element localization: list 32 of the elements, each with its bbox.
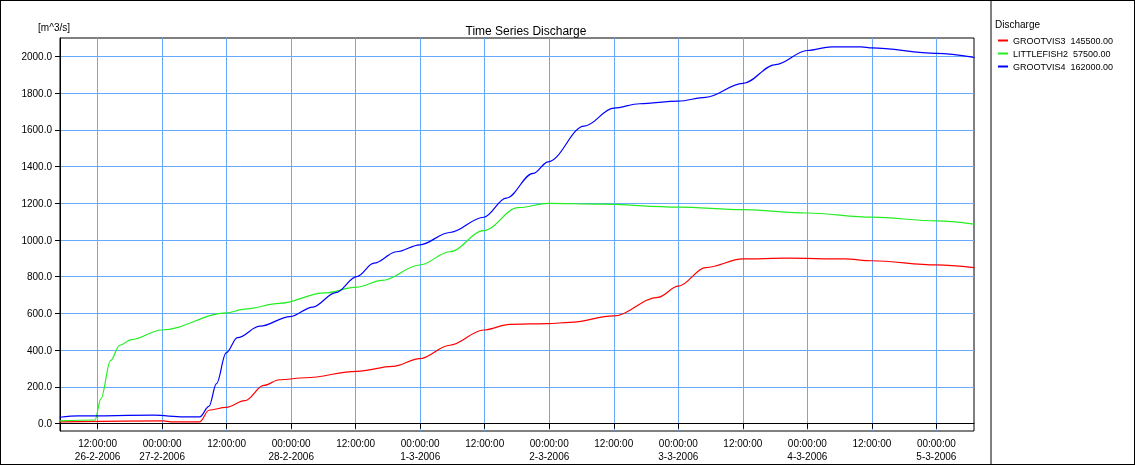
x-tick-label: 00:00:00 28-2-2006 <box>268 438 315 462</box>
x-tick-label: 00:00:00 2-3-2006 <box>529 438 570 462</box>
legend-label: GROOTVIS4 162000.00 <box>1013 61 1114 72</box>
x-tick-label: 00:00:00 4-3-2006 <box>787 438 828 462</box>
y-tick-label: 200.0 <box>26 381 53 393</box>
x-tick-label: 00:00:00 1-3-2006 <box>400 438 441 462</box>
y-tick-label: 1600.0 <box>21 124 53 136</box>
y-tick-label: 1200.0 <box>21 197 53 209</box>
x-tick-label: 12:00:00 26-2-2006 <box>74 438 121 462</box>
legend-title: Discharge <box>995 18 1041 30</box>
y-tick-label: 1400.0 <box>21 161 53 173</box>
legend-label: LITTLEFISH2 57500.00 <box>1013 48 1111 59</box>
x-tick-label: 12:00:00 <box>336 438 376 449</box>
y-tick-label: 800.0 <box>26 271 53 283</box>
x-tick-label: 12:00:00 <box>723 438 763 449</box>
y-tick-label: 0.0 <box>38 418 53 430</box>
y-tick-label: 1000.0 <box>21 234 53 246</box>
x-tick-label: 12:00:00 <box>465 438 505 449</box>
x-tick-label: 12:00:00 <box>594 438 634 449</box>
y-axis-title: [m^3/s] <box>38 21 71 33</box>
x-tick-label: 00:00:00 5-3-2006 <box>916 438 957 462</box>
line-series <box>59 46 975 418</box>
x-tick-label: 00:00:00 3-3-2006 <box>658 438 699 462</box>
y-tick-label: 600.0 <box>26 307 53 319</box>
legend-label: GROOTVIS3 145500.00 <box>1013 35 1114 46</box>
y-tick-label: 1800.0 <box>21 87 53 99</box>
x-tick-label: 00:00:00 27-2-2006 <box>139 438 186 462</box>
chart-title: Time Series Discharge <box>465 24 587 38</box>
x-tick-label: 12:00:00 <box>852 438 892 449</box>
y-tick-label: 2000.0 <box>21 50 53 62</box>
x-tick-label: 12:00:00 <box>207 438 247 449</box>
y-tick-label: 400.0 <box>26 344 53 356</box>
